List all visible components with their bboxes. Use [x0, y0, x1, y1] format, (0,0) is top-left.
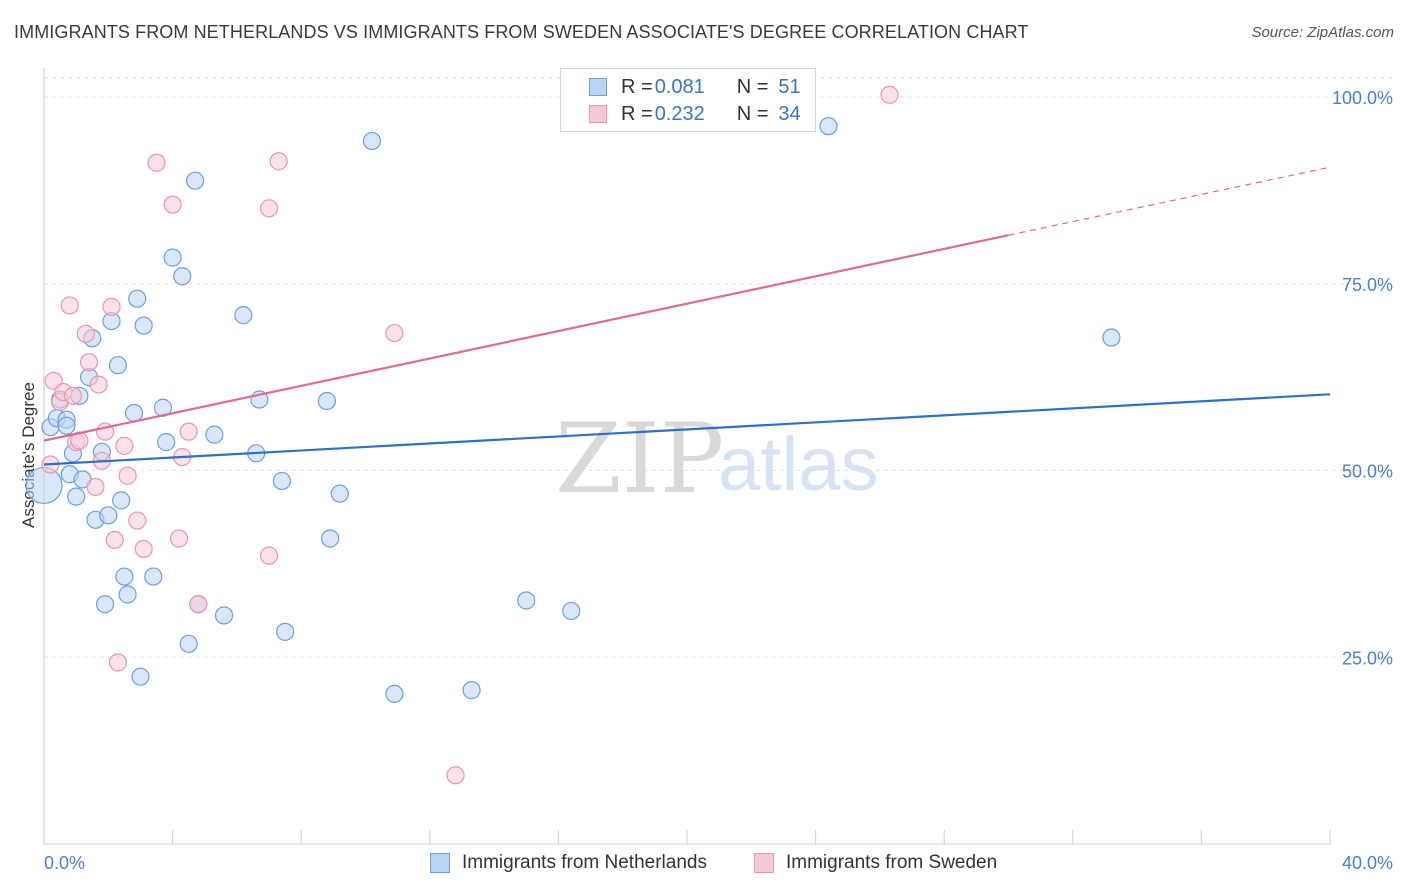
- sweden-point: [259, 199, 279, 218]
- legend-r-key: R =: [621, 75, 653, 98]
- sweden-point: [105, 530, 124, 550]
- watermark-atlas: atlas: [718, 422, 879, 507]
- sweden-point: [169, 529, 189, 548]
- sweden-point: [179, 422, 198, 441]
- x-tick-label: 0.0%: [44, 853, 85, 873]
- y-axis-label: Associate's Degree: [19, 382, 38, 528]
- watermark-zip: ZIP: [555, 403, 724, 515]
- sweden-trend-extension: [1008, 166, 1331, 236]
- legend-r-value: 0.081: [654, 75, 705, 98]
- sweden-point: [259, 546, 279, 565]
- netherlands-point: [173, 267, 192, 286]
- netherlands-point: [234, 306, 253, 325]
- legend-row-sweden: R = 0.232 N = 34: [561, 101, 801, 127]
- netherlands-point: [115, 567, 134, 586]
- netherlands-point: [108, 356, 128, 375]
- sweden-point: [102, 297, 121, 317]
- legend-item-netherlands[interactable]: Immigrants from Netherlands: [430, 852, 707, 874]
- sweden-point: [108, 653, 128, 672]
- netherlands-point: [157, 433, 176, 452]
- legend-label-sweden: Immigrants from Sweden: [786, 852, 998, 873]
- netherlands-point: [134, 316, 153, 335]
- sweden-point: [385, 323, 404, 343]
- netherlands-point: [462, 681, 481, 700]
- sweden-point: [79, 353, 99, 372]
- legend-r-value: 0.232: [654, 102, 705, 125]
- netherlands-point: [362, 131, 382, 151]
- y-tick-label: 25.0%: [1342, 648, 1393, 668]
- sweden-point: [86, 477, 105, 497]
- legend-n-key: N =: [736, 102, 769, 125]
- sweden-point: [89, 375, 108, 394]
- netherlands-point: [131, 667, 150, 686]
- legend-row-netherlands: R = 0.081 N = 51: [561, 74, 801, 100]
- netherlands-point: [562, 601, 581, 621]
- sweden-point: [189, 595, 208, 614]
- netherlands-point: [321, 529, 340, 548]
- sweden-point: [446, 766, 465, 785]
- netherlands-point: [214, 606, 234, 625]
- netherlands-point: [517, 591, 536, 610]
- netherlands-point: [124, 403, 144, 423]
- netherlands-point: [57, 416, 76, 435]
- axes: [43, 68, 1331, 845]
- netherlands-point: [128, 289, 147, 308]
- y-tick-label: 50.0%: [1342, 462, 1393, 482]
- sweden-point: [128, 511, 147, 530]
- netherlands-point: [163, 248, 182, 267]
- netherlands-point: [317, 391, 337, 411]
- trend-lines: [43, 166, 1331, 466]
- sweden-trend-line: [43, 234, 1009, 442]
- netherlands-point: [819, 117, 838, 136]
- sweden-point: [60, 296, 79, 315]
- y-tick-label: 100.0%: [1332, 88, 1393, 108]
- netherlands-point: [385, 684, 404, 703]
- chart-title: IMMIGRANTS FROM NETHERLANDS VS IMMIGRANT…: [14, 22, 1029, 42]
- y-tick-labels: 25.0% 50.0% 75.0% 100.0%: [1332, 88, 1393, 668]
- legend-swatch-netherlands: [589, 78, 607, 96]
- netherlands-point: [112, 491, 131, 510]
- correlation-legend: R = 0.081 N = 51 R = 0.232 N = 34: [560, 68, 816, 132]
- sweden-point: [63, 386, 83, 405]
- netherlands-point: [272, 471, 292, 491]
- netherlands-trend-line: [43, 393, 1331, 466]
- netherlands-point: [144, 567, 163, 586]
- legend-swatch-sweden: [589, 105, 607, 123]
- sweden-point: [163, 195, 182, 214]
- netherlands-point: [99, 506, 118, 525]
- netherlands-point: [276, 622, 295, 641]
- legend-n-value: 51: [778, 75, 801, 98]
- x-tick-label: 40.0%: [1342, 853, 1393, 873]
- sweden-point: [880, 85, 899, 104]
- netherlands-point: [330, 484, 349, 503]
- sweden-point: [118, 466, 137, 485]
- x-tick-labels: 0.0% 40.0%: [44, 853, 1393, 873]
- legend-swatch-sweden: [754, 853, 774, 873]
- legend-item-sweden[interactable]: Immigrants from Sweden: [754, 852, 997, 874]
- legend-label-netherlands: Immigrants from Netherlands: [462, 852, 707, 873]
- sweden-point: [76, 324, 95, 343]
- legend-swatch-netherlands: [430, 853, 450, 873]
- sweden-point: [134, 539, 153, 559]
- source-label: Source: ZipAtlas.com: [1251, 24, 1394, 41]
- gridlines: [44, 77, 1392, 658]
- watermark: ZIP atlas: [555, 403, 879, 515]
- sweden-point: [115, 436, 134, 455]
- sweden-point: [269, 152, 288, 171]
- legend-n-key: N =: [736, 75, 769, 98]
- netherlands-point: [1102, 328, 1121, 347]
- sweden-point: [147, 153, 166, 172]
- netherlands-point: [25, 466, 63, 505]
- netherlands-point: [205, 425, 224, 444]
- netherlands-point: [179, 634, 198, 653]
- netherlands-point: [67, 487, 86, 506]
- series-legend: Immigrants from Netherlands Immigrants f…: [0, 852, 1406, 878]
- legend-n-value: 34: [778, 102, 801, 125]
- y-tick-label: 75.0%: [1342, 275, 1393, 295]
- legend-r-key: R =: [621, 102, 653, 125]
- netherlands-point: [186, 171, 205, 190]
- netherlands-point: [95, 595, 115, 614]
- netherlands-point: [118, 585, 137, 604]
